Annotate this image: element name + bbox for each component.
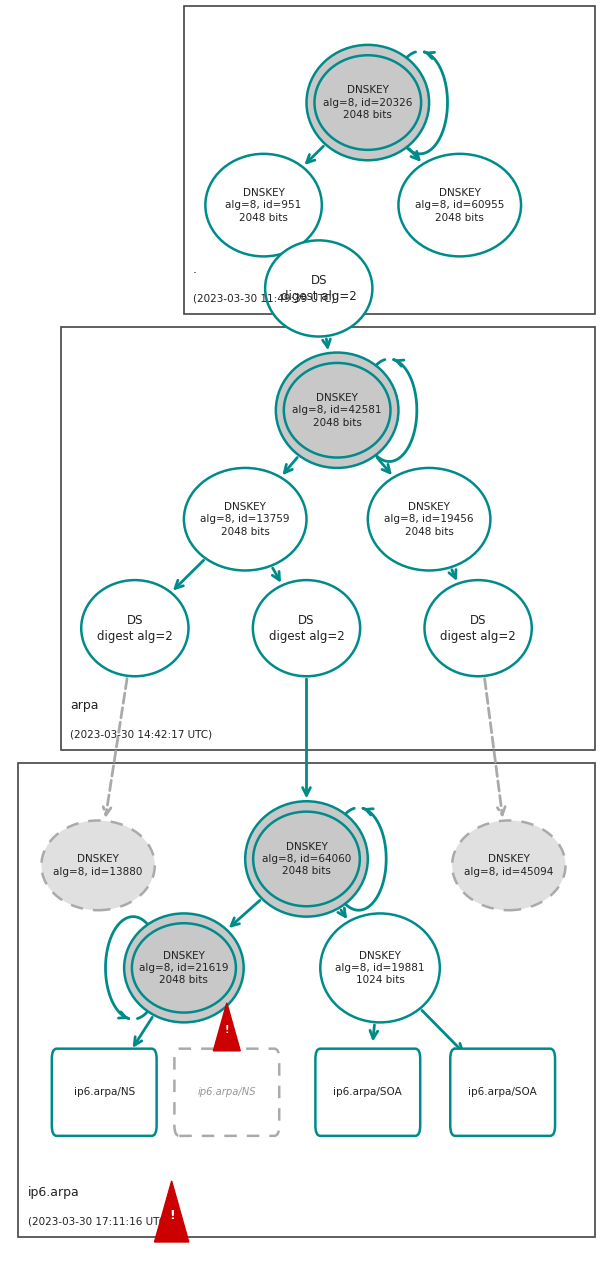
- Ellipse shape: [132, 923, 236, 1013]
- Text: DS
digest alg=2: DS digest alg=2: [281, 274, 357, 303]
- Text: DNSKEY
alg=8, id=951
2048 bits: DNSKEY alg=8, id=951 2048 bits: [226, 187, 302, 223]
- Ellipse shape: [368, 468, 490, 570]
- Bar: [61, 327, 595, 750]
- Text: !: !: [224, 1024, 229, 1035]
- Text: DNSKEY
alg=8, id=20326
2048 bits: DNSKEY alg=8, id=20326 2048 bits: [323, 85, 413, 121]
- Ellipse shape: [42, 820, 154, 910]
- Ellipse shape: [253, 812, 360, 906]
- Text: ip6.arpa/NS: ip6.arpa/NS: [197, 1087, 256, 1097]
- Ellipse shape: [245, 801, 368, 917]
- Text: DS
digest alg=2: DS digest alg=2: [268, 614, 345, 642]
- Bar: [18, 763, 595, 1237]
- Ellipse shape: [452, 820, 565, 910]
- Text: ip6.arpa: ip6.arpa: [28, 1186, 79, 1199]
- Text: (2023-03-30 11:49:39 UTC): (2023-03-30 11:49:39 UTC): [193, 294, 335, 304]
- Text: ip6.arpa/NS: ip6.arpa/NS: [74, 1087, 135, 1097]
- Polygon shape: [213, 1003, 240, 1051]
- Ellipse shape: [253, 579, 360, 677]
- Ellipse shape: [425, 579, 532, 677]
- Ellipse shape: [398, 154, 521, 256]
- Text: .: .: [193, 263, 197, 276]
- Text: ip6.arpa/SOA: ip6.arpa/SOA: [333, 1087, 402, 1097]
- Text: !: !: [169, 1209, 175, 1222]
- FancyBboxPatch shape: [174, 1049, 280, 1136]
- Text: DNSKEY
alg=8, id=19456
2048 bits: DNSKEY alg=8, id=19456 2048 bits: [384, 501, 474, 537]
- Ellipse shape: [184, 468, 306, 570]
- Bar: [184, 6, 595, 314]
- Text: DNSKEY
alg=8, id=13880: DNSKEY alg=8, id=13880: [53, 854, 143, 877]
- Ellipse shape: [276, 353, 398, 468]
- Text: (2023-03-30 14:42:17 UTC): (2023-03-30 14:42:17 UTC): [70, 729, 213, 740]
- FancyBboxPatch shape: [450, 1049, 555, 1136]
- Text: DNSKEY
alg=8, id=13759
2048 bits: DNSKEY alg=8, id=13759 2048 bits: [200, 501, 290, 537]
- Text: DNSKEY
alg=8, id=60955
2048 bits: DNSKEY alg=8, id=60955 2048 bits: [415, 187, 504, 223]
- Ellipse shape: [321, 913, 440, 1023]
- Ellipse shape: [284, 363, 390, 458]
- Text: arpa: arpa: [70, 699, 99, 712]
- Ellipse shape: [205, 154, 322, 256]
- Ellipse shape: [82, 579, 189, 677]
- Ellipse shape: [265, 241, 373, 337]
- Ellipse shape: [124, 913, 244, 1023]
- Text: DNSKEY
alg=8, id=45094: DNSKEY alg=8, id=45094: [464, 854, 554, 877]
- Text: ip6.arpa/SOA: ip6.arpa/SOA: [468, 1087, 537, 1097]
- FancyBboxPatch shape: [315, 1049, 421, 1136]
- Text: DS
digest alg=2: DS digest alg=2: [440, 614, 516, 642]
- Text: DNSKEY
alg=8, id=19881
1024 bits: DNSKEY alg=8, id=19881 1024 bits: [335, 950, 425, 986]
- FancyBboxPatch shape: [52, 1049, 157, 1136]
- Text: DS
digest alg=2: DS digest alg=2: [97, 614, 173, 642]
- Text: DNSKEY
alg=8, id=21619
2048 bits: DNSKEY alg=8, id=21619 2048 bits: [139, 950, 229, 986]
- Ellipse shape: [314, 55, 421, 150]
- Text: (2023-03-30 17:11:16 UTC): (2023-03-30 17:11:16 UTC): [28, 1217, 170, 1227]
- Polygon shape: [154, 1181, 189, 1242]
- Ellipse shape: [306, 45, 429, 160]
- Text: DNSKEY
alg=8, id=42581
2048 bits: DNSKEY alg=8, id=42581 2048 bits: [292, 392, 382, 428]
- Text: DNSKEY
alg=8, id=64060
2048 bits: DNSKEY alg=8, id=64060 2048 bits: [262, 841, 351, 877]
